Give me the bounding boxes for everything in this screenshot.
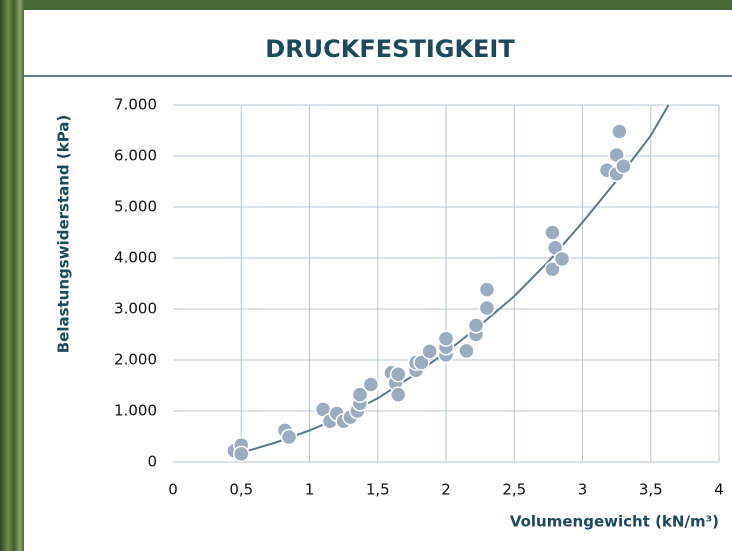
x-tick-label: 2 (441, 481, 451, 499)
x-tick-label: 1 (305, 481, 315, 499)
y-tick-label: 0 (147, 453, 157, 471)
data-point (469, 318, 484, 333)
x-tick-label: 3 (578, 481, 588, 499)
data-point (391, 387, 406, 402)
data-point (234, 446, 249, 461)
x-tick-label: 0 (168, 481, 178, 499)
data-point (612, 124, 627, 139)
chart: DRUCKFESTIGKEIT Belastungswiderstand (kP… (0, 0, 732, 551)
data-point (391, 367, 406, 382)
data-point (459, 343, 474, 358)
y-tick-label: 5.000 (114, 198, 157, 216)
x-tick-label: 0,5 (229, 481, 253, 499)
data-point (422, 344, 437, 359)
x-tick-label: 3,5 (639, 481, 663, 499)
x-tick-label: 1,5 (366, 481, 390, 499)
trend-line (241, 105, 668, 453)
x-tick-label: 2,5 (502, 481, 526, 499)
data-point (479, 282, 494, 297)
y-tick-label: 4.000 (114, 249, 157, 267)
y-tick-label: 3.000 (114, 300, 157, 318)
data-point (479, 300, 494, 315)
x-axis-label: Volumengewicht (kN/m³) (510, 513, 719, 531)
y-tick-label: 1.000 (114, 402, 157, 420)
x-tick-label: 4 (714, 481, 724, 499)
data-point (363, 377, 378, 392)
data-point (545, 225, 560, 240)
data-point (439, 331, 454, 346)
data-point (616, 159, 631, 174)
page: DRUCKFESTIGKEIT Belastungswiderstand (kP… (0, 0, 732, 551)
y-tick-label: 6.000 (114, 147, 157, 165)
y-axis-label: Belastungswiderstand (kPa) (55, 115, 73, 354)
data-point (555, 252, 570, 267)
data-point (282, 430, 297, 445)
y-tick-label: 2.000 (114, 351, 157, 369)
y-tick-label: 7.000 (114, 96, 157, 114)
chart-title: DRUCKFESTIGKEIT (265, 35, 515, 63)
